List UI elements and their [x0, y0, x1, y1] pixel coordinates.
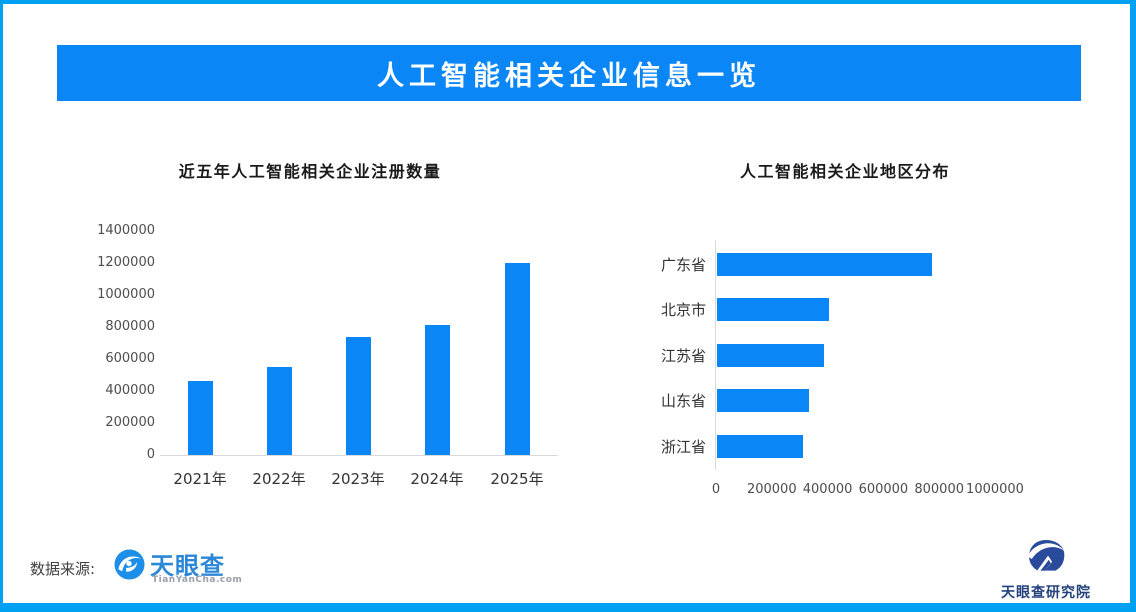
left-chart-bar-2024年 — [424, 325, 450, 455]
right-chart-title: 人工智能相关企业地区分布 — [739, 162, 950, 181]
right-chart-y-axis-line — [715, 240, 716, 470]
left-chart-bar-2021年 — [187, 381, 213, 455]
left-chart-ytick: 400000 — [105, 383, 155, 398]
right-chart-bar-北京市 — [717, 298, 829, 321]
left-chart-ytick: 1000000 — [97, 287, 155, 302]
left-chart-bar-2023年 — [345, 337, 371, 455]
right-chart-bar-山东省 — [717, 389, 809, 412]
right-chart-xtick: 0 — [711, 482, 721, 497]
tianyancha-domain-text: TianYanCha.com — [152, 575, 243, 585]
data-source-label: 数据来源: — [30, 560, 96, 578]
left-chart-title: 近五年人工智能相关企业注册数量 — [178, 162, 442, 181]
right-chart-xtick: 200000 — [746, 482, 797, 497]
title-banner: 人工智能相关企业信息一览 — [57, 45, 1081, 101]
right-chart-bar-广东省 — [717, 253, 932, 276]
left-chart-ytick: 1400000 — [97, 223, 155, 238]
left-chart-bar-2025年 — [504, 263, 530, 455]
right-chart-category-label: 北京市 — [660, 301, 706, 319]
left-chart-category-label: 2023年 — [331, 470, 385, 488]
right-chart-xtick: 800000 — [914, 482, 964, 497]
right-chart-category-label: 广东省 — [660, 256, 706, 274]
left-chart-ytick: 600000 — [105, 351, 155, 366]
research-institute-logo: 天眼查研究院 — [980, 538, 1112, 602]
research-institute-text: 天眼查研究院 — [1001, 585, 1091, 601]
right-chart-category-label: 山东省 — [660, 392, 706, 410]
left-chart-category-label: 2022年 — [252, 470, 306, 488]
right-chart-category-label: 浙江省 — [660, 438, 706, 456]
research-institute-icon — [1024, 540, 1068, 580]
right-chart-xtick: 1000000 — [966, 482, 1024, 497]
right-chart-category-label: 江苏省 — [660, 347, 706, 365]
tianyancha-wordmark: 天眼查 — [150, 552, 225, 580]
left-chart-ytick: 0 — [146, 447, 155, 462]
left-chart-category-label: 2021年 — [173, 470, 227, 488]
left-chart-category-label: 2024年 — [410, 470, 464, 488]
left-chart-ytick: 800000 — [105, 319, 155, 334]
tianyancha-eye-icon — [114, 549, 145, 584]
left-chart-category-label: 2025年 — [490, 470, 544, 488]
right-chart-xtick: 400000 — [802, 482, 853, 497]
page-title: 人工智能相关企业信息一览 — [377, 60, 761, 92]
right-chart-bar-浙江省 — [717, 435, 803, 458]
left-chart-bar-2022年 — [266, 367, 292, 455]
left-chart-ytick: 1200000 — [97, 255, 155, 270]
left-chart-x-axis-line — [160, 455, 558, 456]
right-chart-bar-江苏省 — [717, 344, 824, 367]
right-chart-xtick: 600000 — [858, 482, 909, 497]
left-chart-ytick: 200000 — [105, 415, 155, 430]
